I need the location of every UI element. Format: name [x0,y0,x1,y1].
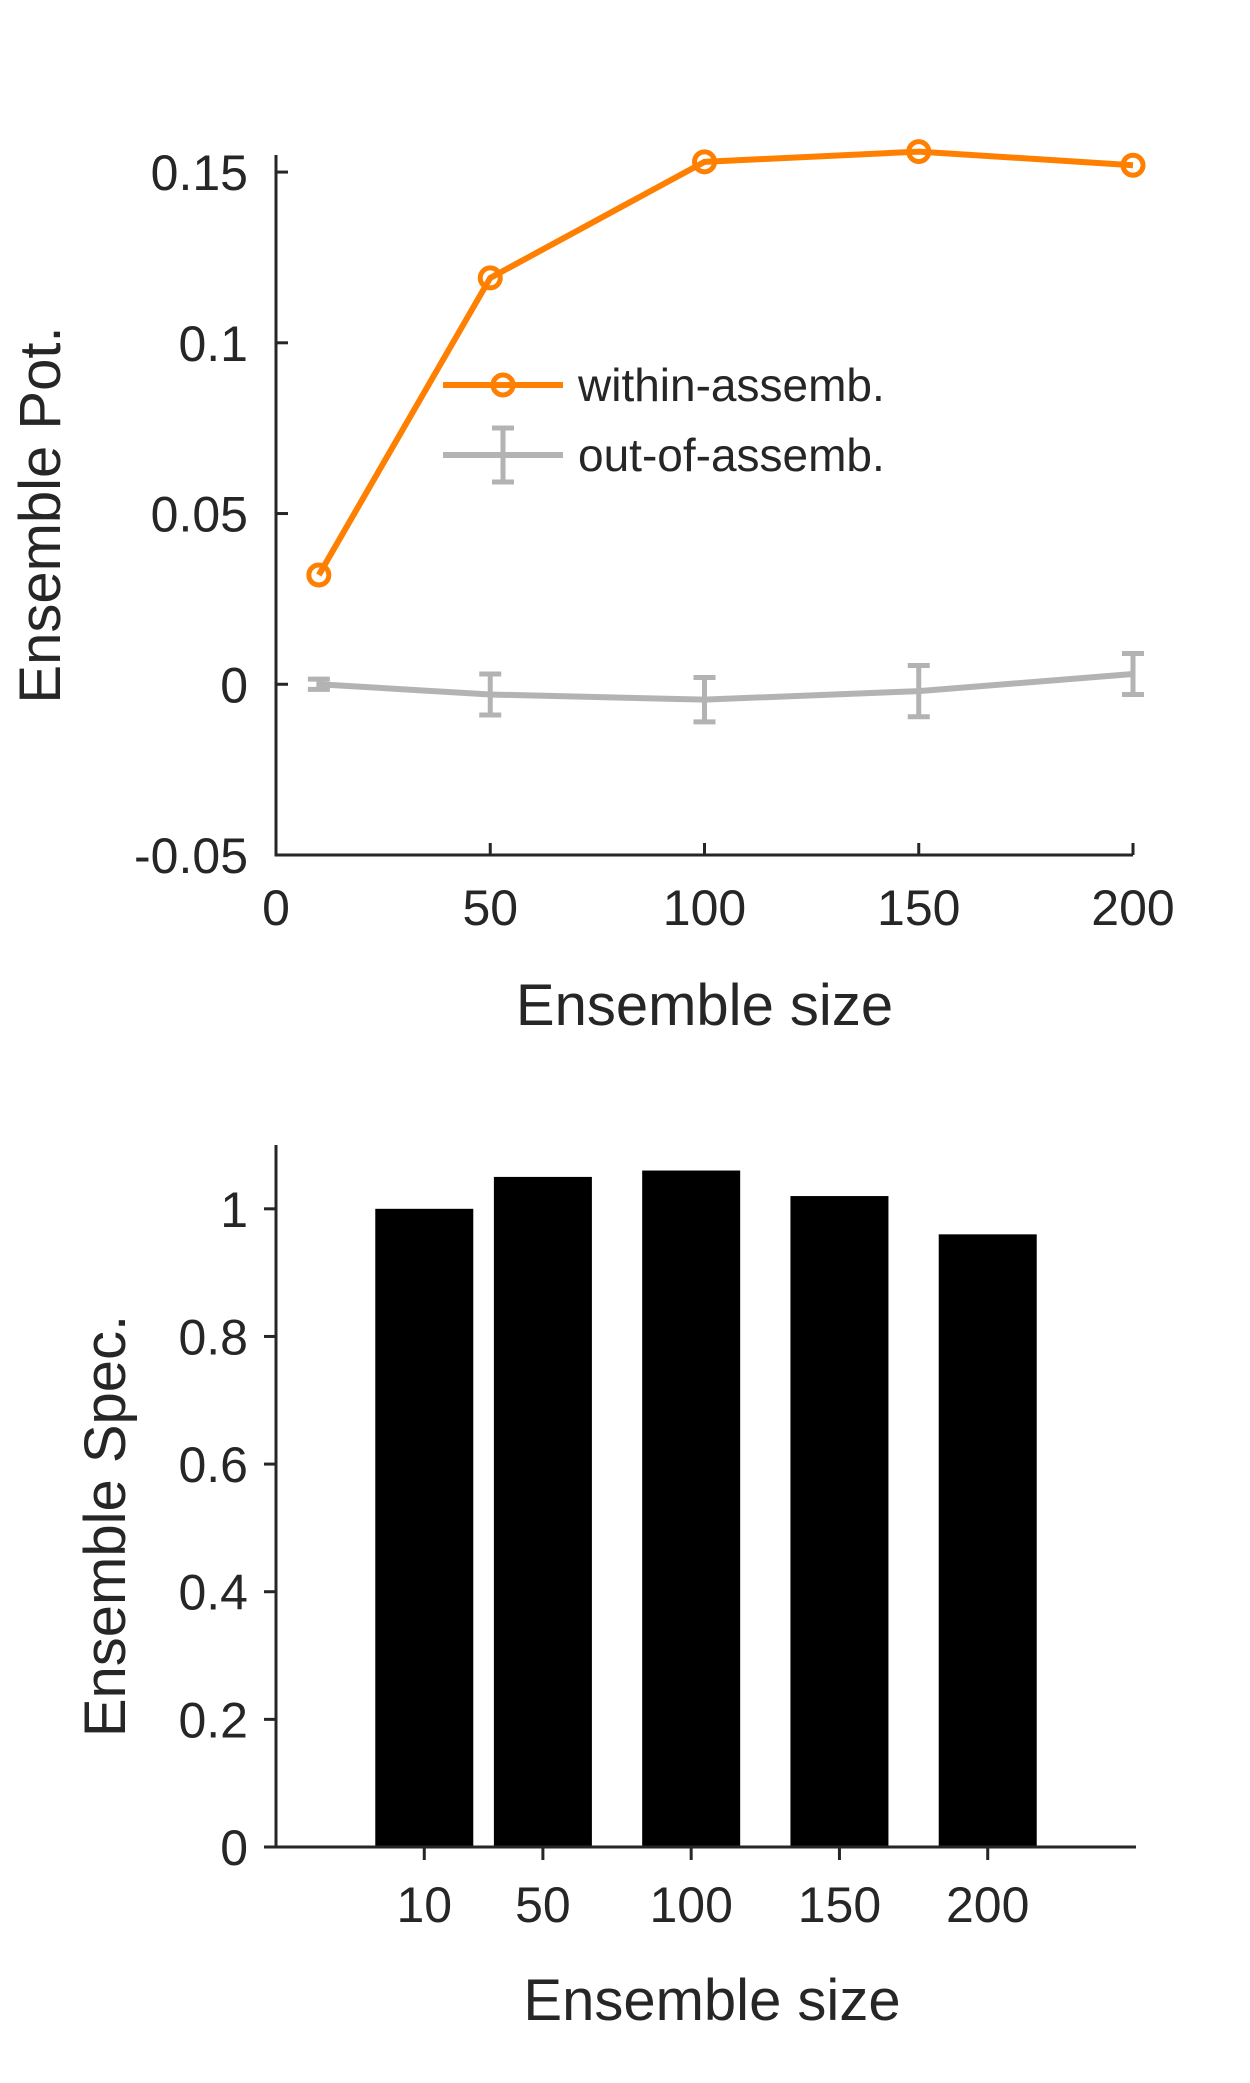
line-chart-x-ticks: 0 50 100 150 200 [262,843,1175,936]
x-tick-label: 200 [1091,880,1174,936]
legend-label-out-of-assemb: out-of-assemb. [578,429,885,481]
errorbar-out-of-assemb [307,676,330,692]
y-tick-label: 0.8 [178,1309,248,1365]
bar-chart-y-ticks: 0 0.2 0.4 0.6 0.8 1 [178,1182,276,1876]
x-tick-label: 100 [663,880,746,936]
y-tick-label: 0.6 [178,1437,248,1493]
point-within-assemb [306,562,332,588]
x-tick-label: 100 [649,1877,732,1933]
legend-item-within-assemb: within-assemb. [443,359,885,411]
bar-chart-y-axis-label: Ensemble Spec. [73,1315,138,1737]
line-chart-axes [274,155,1133,857]
errorbar-out-of-assemb [479,671,502,718]
y-tick-label: 1 [220,1182,248,1238]
x-tick-label: 50 [515,1877,571,1933]
bar [642,1170,741,1847]
bar-chart-x-ticks: 10 50 100 150 200 [396,1847,1029,1933]
point-within-assemb [906,139,932,165]
bar-chart-bars [375,1170,1037,1847]
bar-chart-ensemble-specificity: 10 50 100 150 200 0 0.2 0.4 0.6 0.8 1 Ensemble si… [73,1145,1136,2033]
errorbar-out-of-assemb [693,674,716,725]
legend-label-within-assemb: within-assemb. [577,359,885,411]
y-tick-label: 0 [220,657,248,713]
y-tick-label: 0.1 [178,316,248,372]
bar-chart-x-axis-label: Ensemble size [523,1968,900,2033]
bar [938,1234,1037,1847]
errorbar-out-of-assemb [907,662,930,720]
x-tick-label: 10 [396,1877,452,1933]
line-chart-series-layer [306,139,1146,725]
series-line-within-assemb [316,148,1134,577]
y-tick-label: 0 [220,1820,248,1876]
bar [375,1208,474,1847]
point-within-assemb [692,149,717,175]
bar [493,1176,592,1847]
line-chart-legend: within-assemb. out-of-assemb. [443,359,885,485]
legend-errorbar-out-of-assemb [492,425,514,485]
legend-item-out-of-assemb: out-of-assemb. [443,425,885,485]
y-tick-label: 0.05 [151,487,248,543]
x-tick-label: 50 [462,880,518,936]
line-chart-y-ticks: -0.05 0 0.05 0.1 0.15 [134,145,288,884]
errorbar-out-of-assemb [1122,651,1144,698]
y-tick-label: 0.15 [151,145,248,201]
series-line-out-of-assemb [318,671,1134,703]
y-tick-label: 0.2 [178,1692,248,1748]
x-tick-label: 150 [798,1877,881,1933]
bar [790,1196,889,1847]
line-chart-y-axis-label: Ensemble Pot. [8,326,73,703]
point-within-assemb [477,265,503,291]
legend-marker-within-assemb [490,372,516,398]
x-tick-label: 200 [946,1877,1029,1933]
y-tick-label: 0.4 [178,1565,248,1621]
x-tick-label: 150 [877,880,960,936]
point-within-assemb [1120,152,1146,178]
y-tick-label: -0.05 [134,828,248,884]
line-chart-x-axis-label: Ensemble size [516,973,893,1038]
x-tick-label: 0 [262,880,290,936]
